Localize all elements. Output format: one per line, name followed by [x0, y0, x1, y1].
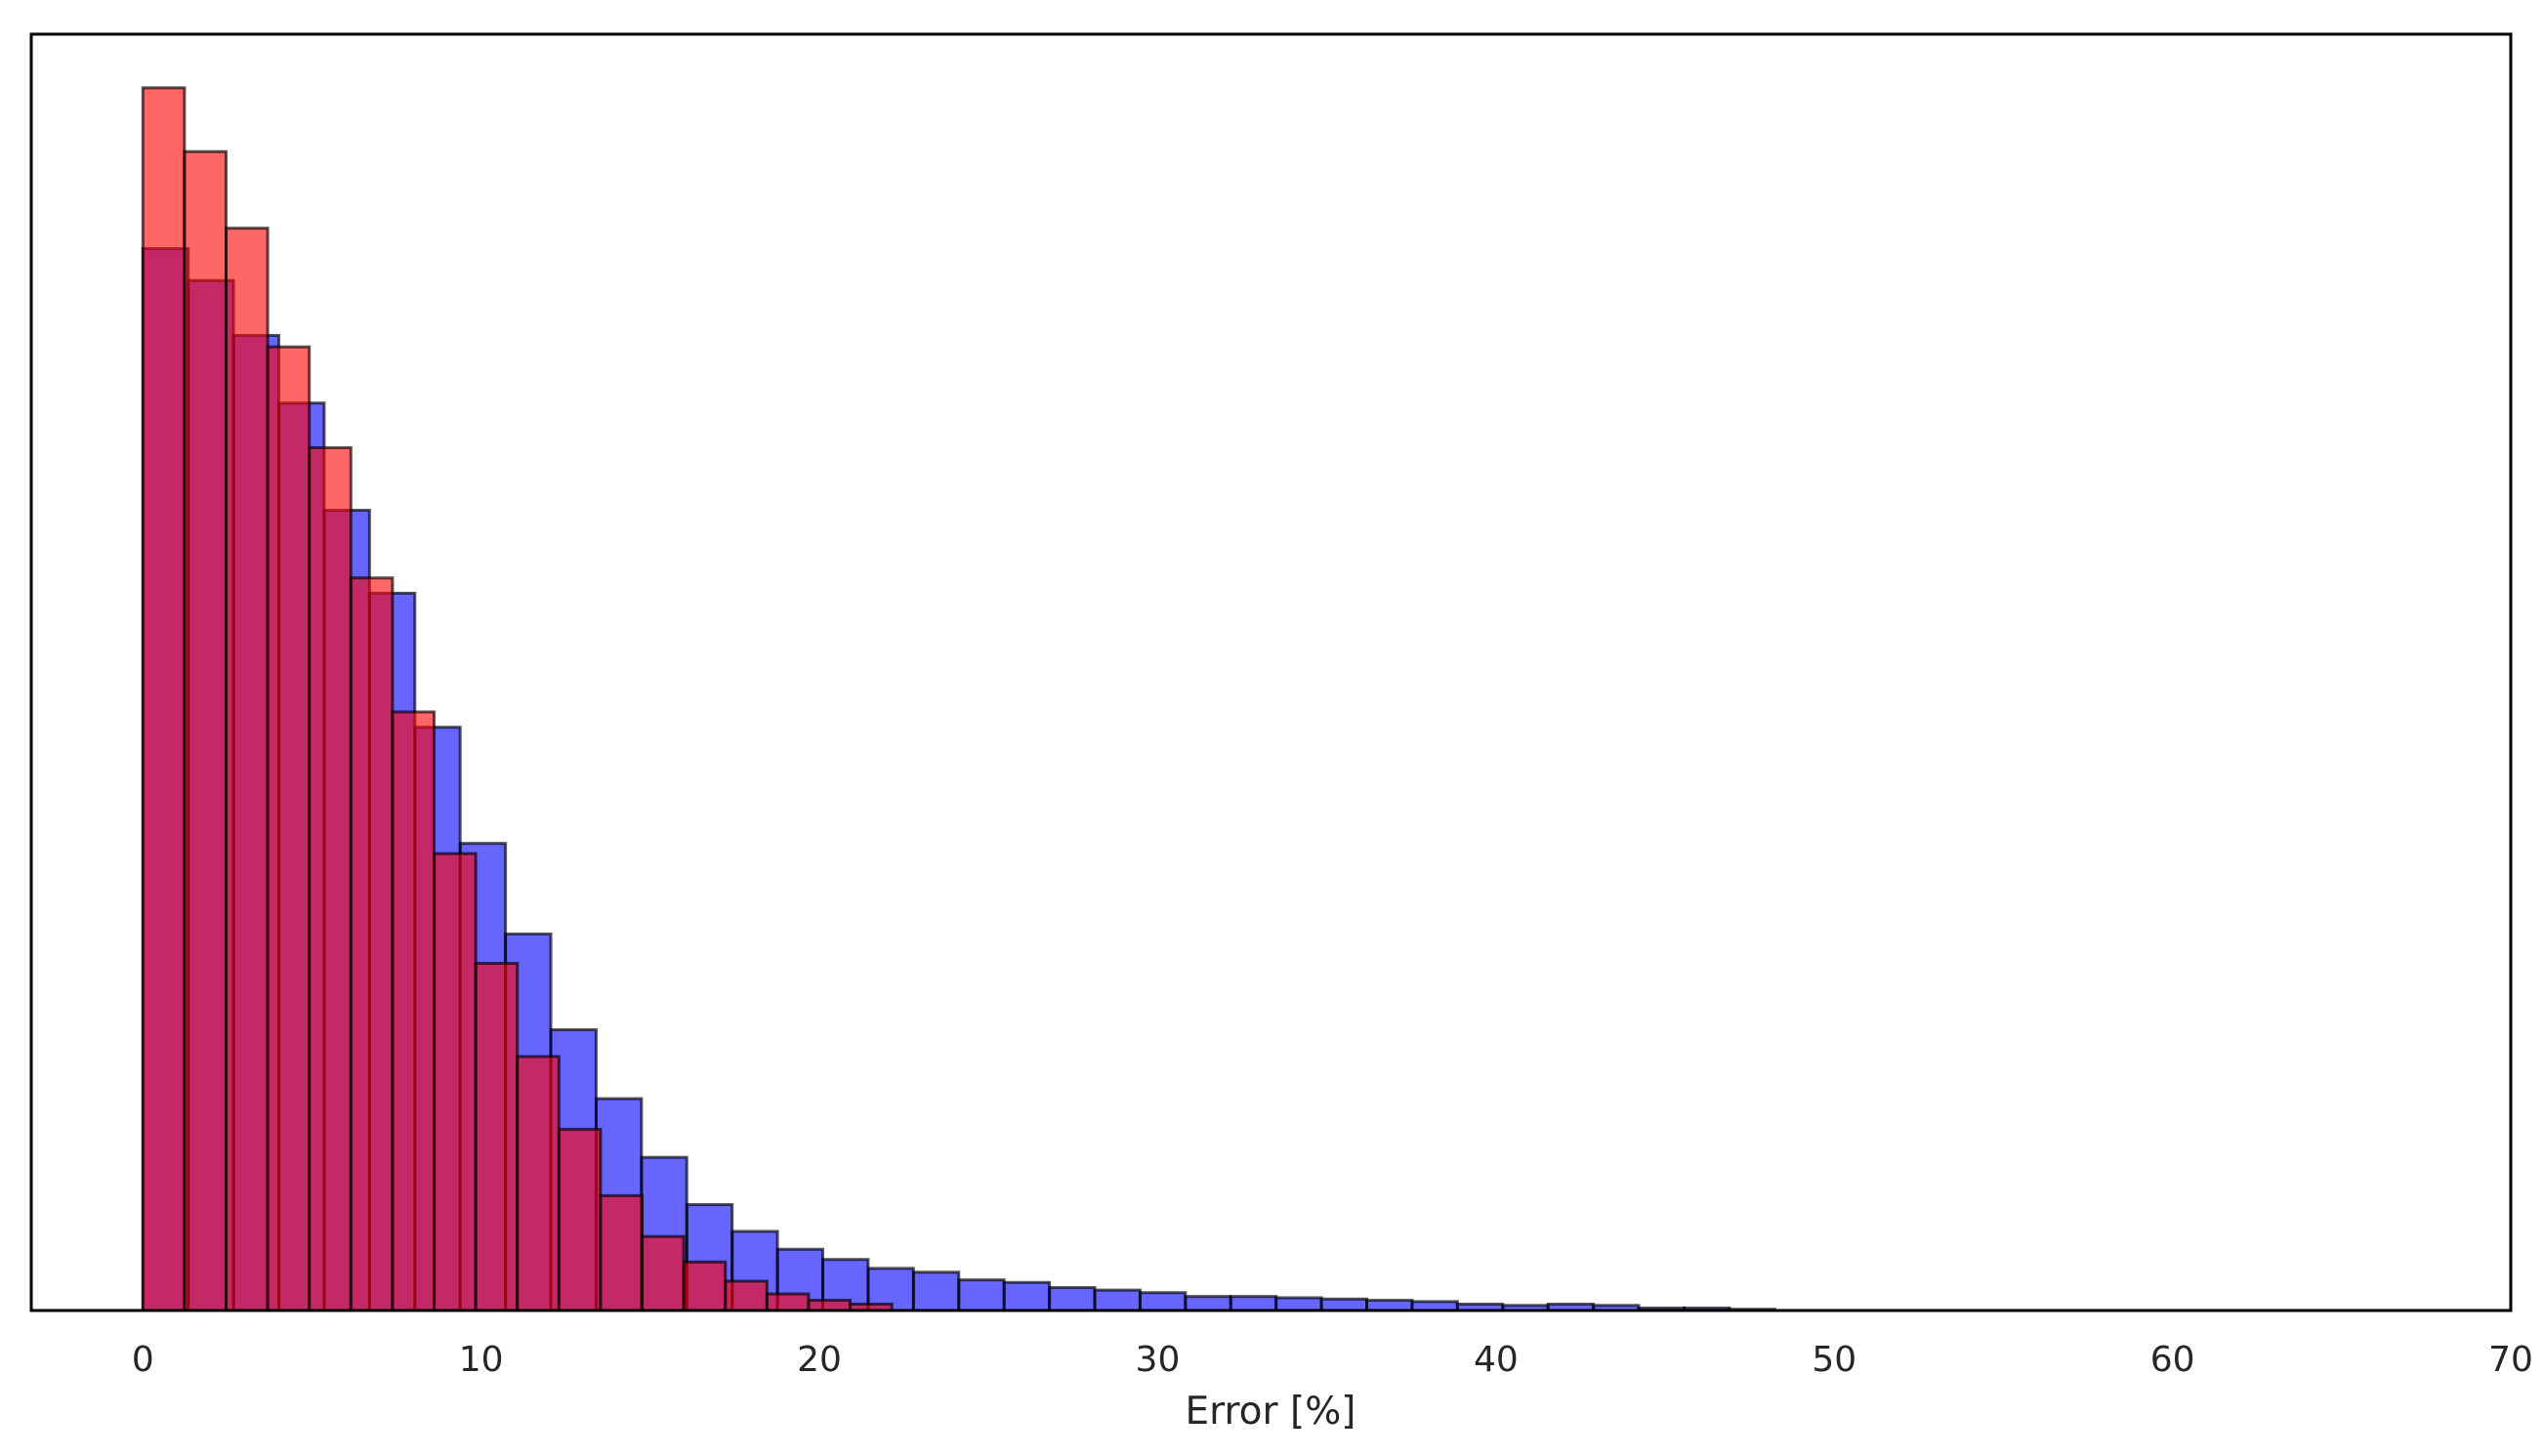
series-2-bar [807, 1299, 853, 1312]
series-2-bar [308, 445, 353, 1312]
series-1-bar [1048, 1285, 1097, 1312]
x-tick-label: 50 [1812, 1340, 1856, 1380]
series-2-bars [141, 86, 894, 1312]
x-tick-label: 0 [132, 1340, 154, 1380]
series-2-bar [641, 1234, 686, 1312]
x-axis-title: Error [%] [1186, 1390, 1356, 1434]
series-2-bar [516, 1055, 561, 1312]
series-2-bar [349, 576, 395, 1312]
series-1-bar [1093, 1288, 1142, 1312]
series-2-bar [682, 1260, 728, 1312]
x-tick-label: 20 [797, 1340, 842, 1380]
series-1-bar [1229, 1295, 1278, 1312]
series-2-bar [724, 1279, 769, 1312]
x-tick-label: 70 [2488, 1340, 2533, 1380]
series-2-bar [599, 1193, 645, 1312]
series-1-bar [1274, 1296, 1323, 1312]
series-2-bar [225, 227, 270, 1312]
x-axis-ticks: 0 10 20 30 40 50 60 70 [132, 1340, 2533, 1380]
series-1-bar [1319, 1297, 1369, 1312]
series-2-bar [266, 345, 312, 1312]
series-1-bar [1138, 1291, 1188, 1312]
series-2-bar [557, 1127, 603, 1312]
histogram-bars [141, 86, 1776, 1312]
series-2-bar [474, 961, 520, 1312]
series-2-bar [433, 852, 478, 1312]
series-2-bar [765, 1292, 811, 1312]
series-2-bar [183, 149, 229, 1312]
series-2-bar [141, 86, 187, 1312]
series-1-bar [911, 1270, 961, 1312]
plot-frame [29, 32, 2513, 1312]
x-tick-label: 10 [459, 1340, 504, 1380]
series-1-bar [957, 1278, 1006, 1312]
series-1-bar [1002, 1280, 1052, 1312]
x-tick-label: 30 [1136, 1340, 1181, 1380]
x-tick-label: 60 [2150, 1340, 2195, 1380]
series-1-bar [1184, 1295, 1232, 1312]
series-1-bar [1365, 1299, 1414, 1312]
series-2-bar [391, 710, 437, 1312]
x-tick-label: 40 [1474, 1340, 1519, 1380]
